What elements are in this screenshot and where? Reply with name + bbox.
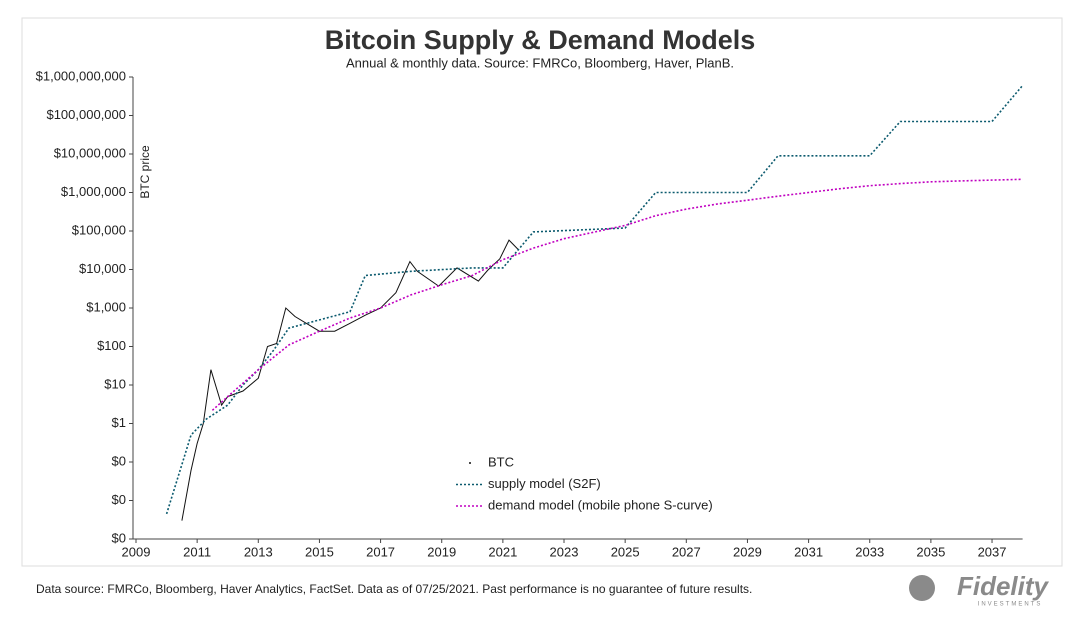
chart-title: Bitcoin Supply & Demand Models: [325, 25, 756, 55]
y-tick-label: $0: [112, 453, 126, 468]
chart-subtitle: Annual & monthly data. Source: FMRCo, Bl…: [346, 55, 734, 70]
x-tick-label: 2017: [366, 544, 395, 559]
legend-label: demand model (mobile phone S-curve): [488, 497, 713, 512]
y-tick-label: $10: [104, 376, 126, 391]
series-line: [181, 239, 519, 521]
y-tick-label: $1,000,000,000: [36, 68, 126, 83]
legend-swatch: [469, 462, 471, 464]
y-tick-label: $100,000: [72, 222, 126, 237]
x-tick-label: 2023: [550, 544, 579, 559]
chart-frame: [21, 17, 1063, 567]
y-tick-label: $1: [112, 415, 126, 430]
y-tick-label: $1,000,000: [61, 184, 126, 199]
y-tick-label: $100,000,000: [46, 107, 126, 122]
logo-tagline: INVESTMENTS: [978, 602, 1043, 608]
y-tick-label: $100: [97, 338, 126, 353]
x-tick-label: 2029: [733, 544, 762, 559]
y-tick-label: $10,000: [79, 261, 126, 276]
x-tick-label: 2031: [794, 544, 823, 559]
series-line: [211, 178, 1023, 411]
x-tick-label: 2021: [488, 544, 517, 559]
y-tick-label: $10,000,000: [54, 145, 126, 160]
y-tick-label: $0: [112, 530, 126, 545]
legend-label: supply model (S2F): [488, 476, 601, 491]
x-tick-label: 2033: [855, 544, 884, 559]
x-tick-label: 2025: [611, 544, 640, 559]
y-axis-label: BTC price: [138, 145, 152, 199]
x-tick-label: 2013: [244, 544, 273, 559]
x-tick-label: 2027: [672, 544, 701, 559]
legend-label: BTC: [488, 454, 514, 469]
footnote: Data source: FMRCo, Bloomberg, Haver Ana…: [36, 582, 752, 596]
x-tick-label: 2019: [427, 544, 456, 559]
y-tick-label: $0: [112, 492, 126, 507]
logo-icon: [909, 575, 935, 601]
x-tick-label: 2015: [305, 544, 334, 559]
x-tick-label: 2035: [916, 544, 945, 559]
series-line: [165, 84, 1024, 515]
x-tick-label: 2009: [122, 544, 151, 559]
logo-name: Fidelity: [957, 571, 1050, 601]
y-tick-label: $1,000: [86, 299, 126, 314]
x-tick-label: 2037: [978, 544, 1007, 559]
x-tick-label: 2011: [183, 544, 211, 559]
